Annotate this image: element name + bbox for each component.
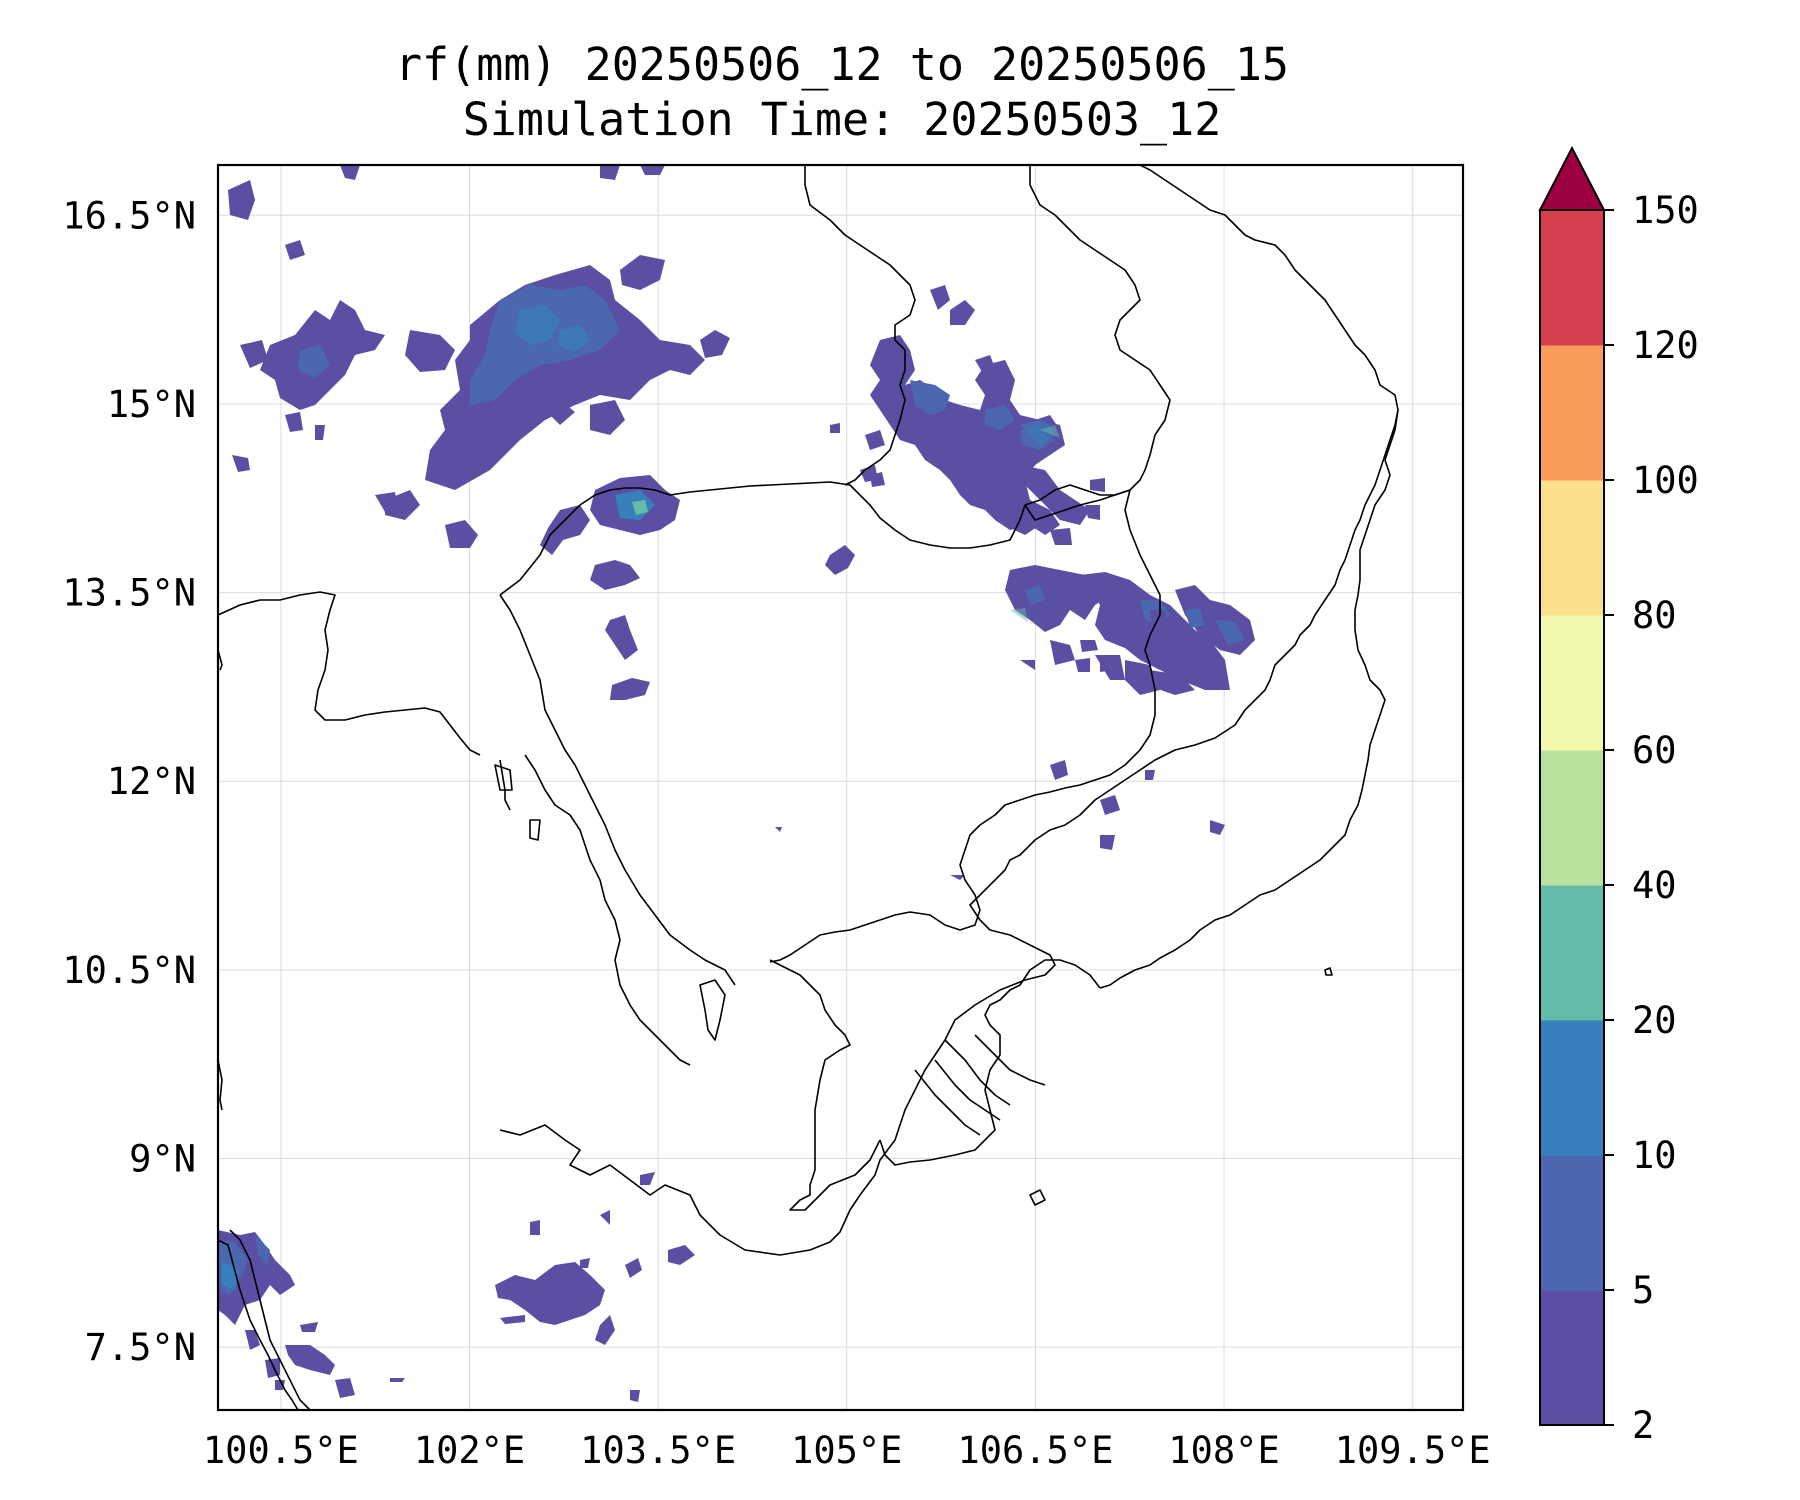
rain-area-northeast-thailand (385, 255, 730, 548)
rain-area-gulf-of-thailand (495, 1172, 695, 1402)
longitude-tick-label: 109.5°E (1335, 1429, 1491, 1472)
colorbar-frame (1539, 209, 1605, 1426)
latitude-tick-label: 16.5°N (62, 194, 196, 237)
colorbar-segment (1540, 210, 1604, 346)
map-frame (216, 163, 1465, 1412)
longitude-tick-label: 102°E (414, 1429, 525, 1472)
map-gridlines (218, 165, 1463, 1410)
colorbar-segment (1540, 345, 1604, 481)
latitude-tick-label: 13.5°N (62, 572, 196, 615)
colorbar-tick-label: 40 (1632, 864, 1677, 907)
latitude-tick-labels: 16.5°N 15°N 13.5°N 12°N 10.5°N 9°N 7.5°N (62, 194, 196, 1369)
rain-area-central-highlands (1005, 565, 1255, 695)
latitude-tick-label: 12°N (107, 760, 196, 803)
colorbar-segment (1540, 750, 1604, 886)
rain-area-scattered (775, 760, 1225, 880)
colorbar-tick-label: 80 (1632, 594, 1677, 637)
colorbar-segment (1540, 1290, 1604, 1426)
colorbar-extend-arrow (1538, 145, 1606, 211)
latitude-tick-label: 10.5°N (62, 949, 196, 992)
colorbar-tick-label: 150 (1632, 189, 1699, 232)
colorbar-segment (1540, 885, 1604, 1021)
longitude-tick-label: 108°E (1168, 1429, 1279, 1472)
rain-area-west-thailand (228, 165, 665, 512)
colorbar-tick-label: 5 (1632, 1269, 1654, 1312)
longitude-tick-label: 105°E (791, 1429, 902, 1472)
latitude-tick-label: 15°N (107, 383, 196, 426)
longitude-tick-label: 103.5°E (580, 1429, 736, 1472)
latitude-tick-label: 7.5°N (85, 1326, 196, 1369)
coastlines-and-borders (217, 164, 1399, 1411)
colorbar-tick-label: 100 (1632, 459, 1699, 502)
colorbar-segment (1540, 480, 1604, 616)
colorbar-segment (1540, 615, 1604, 751)
colorbar: 2 5 10 20 40 60 80 100 120 150 (1538, 145, 1699, 1447)
longitude-tick-label: 100.5°E (203, 1429, 359, 1472)
map-panel (216, 163, 1465, 1412)
colorbar-tick-label: 10 (1632, 1134, 1677, 1177)
longitude-tick-label: 106.5°E (957, 1429, 1113, 1472)
latitude-tick-label: 9°N (129, 1137, 196, 1180)
longitude-tick-labels: 100.5°E 102°E 103.5°E 105°E 106.5°E 108°E 109.… (203, 1429, 1491, 1472)
rain-area-peninsula (218, 1230, 405, 1398)
colorbar-tick-label: 2 (1632, 1404, 1654, 1447)
plot-subtitle: Simulation Time: 20250503_12 (463, 93, 1222, 146)
plot-title: rf(mm) 20250506_12 to 20250506_15 (395, 38, 1289, 91)
colorbar-segment (1540, 1020, 1604, 1156)
colorbar-tick-label: 120 (1632, 324, 1699, 367)
colorbar-tick-label: 60 (1632, 729, 1677, 772)
colorbar-tick-label: 20 (1632, 999, 1677, 1042)
rain-area-laos-south (830, 285, 1105, 545)
colorbar-segment (1540, 1155, 1604, 1291)
